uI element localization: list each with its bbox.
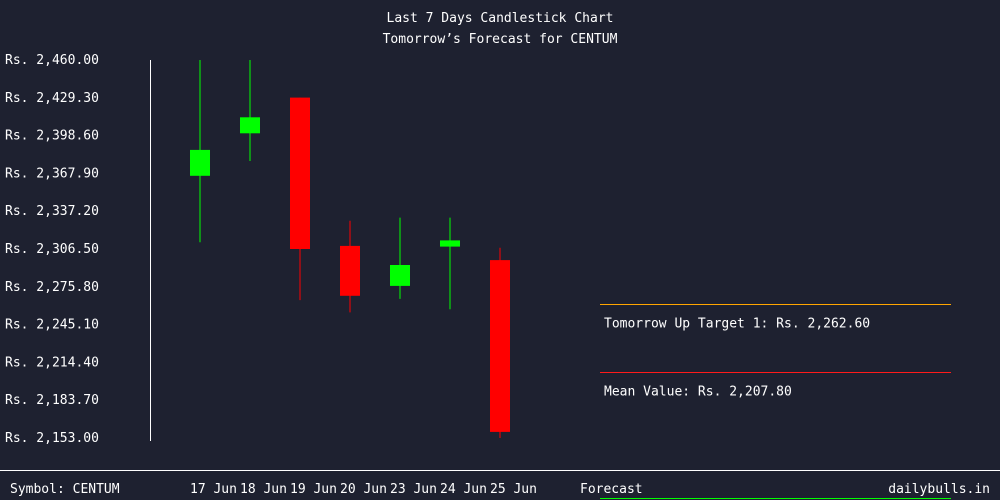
x-tick-label: 24 Jun — [440, 482, 487, 497]
candle-body — [440, 240, 460, 247]
x-tick-label: 17 Jun — [190, 482, 237, 497]
x-tick-label: 25 Jun — [490, 482, 537, 497]
y-tick-label: Rs. 2,398.60 — [5, 129, 99, 144]
y-tick-label: Rs. 2,429.30 — [5, 91, 99, 106]
y-tick-label: Rs. 2,183.70 — [5, 393, 99, 408]
candles-group — [190, 60, 510, 438]
y-tick-label: Rs. 2,460.00 — [5, 53, 99, 68]
y-tick-label: Rs. 2,275.80 — [5, 280, 99, 295]
y-tick-label: Rs. 2,306.50 — [5, 242, 99, 257]
x-tick-label: 20 Jun — [340, 482, 387, 497]
y-tick-label: Rs. 2,153.00 — [5, 431, 99, 446]
y-tick-label: Rs. 2,337.20 — [5, 204, 99, 219]
chart-title: Last 7 Days Candlestick Chart — [387, 11, 614, 26]
x-tick-label: 23 Jun — [390, 482, 437, 497]
footer-symbol: Symbol: CENTUM — [10, 482, 120, 497]
forecast-label: Forecast — [580, 482, 643, 497]
candle-body — [390, 265, 410, 286]
candle-body — [190, 149, 210, 176]
x-tick-label: 18 Jun — [240, 482, 287, 497]
forecast-panel: Tomorrow Up Target 1: Rs. 2,262.60 Mean V… — [600, 304, 951, 400]
y-tick-label: Rs. 2,367.90 — [5, 166, 99, 181]
forecast-level-label: Tomorrow Up Target 1: Rs. 2,262.60 — [604, 317, 870, 332]
candle-body — [240, 117, 260, 134]
footer-brand: dailybulls.in — [888, 482, 990, 497]
y-tick-label: Rs. 2,245.10 — [5, 318, 99, 333]
candle-body — [340, 245, 360, 296]
chart-subtitle: Tomorrow’s Forecast for CENTUM — [383, 32, 618, 47]
forecast-level-label: Mean Value: Rs. 2,207.80 — [604, 385, 792, 400]
x-tick-label: 19 Jun — [290, 482, 337, 497]
y-axis-ticks: Rs. 2,460.00 Rs. 2,429.30 Rs. 2,398.60 Rs. … — [5, 53, 99, 446]
candle-body — [290, 97, 310, 249]
y-tick-label: Rs. 2,214.40 — [5, 355, 99, 370]
x-axis-labels: 17 Jun 18 Jun 19 Jun 20 Jun 23 Jun 24 Jun 25 J… — [190, 482, 537, 497]
candle-body — [490, 260, 510, 432]
